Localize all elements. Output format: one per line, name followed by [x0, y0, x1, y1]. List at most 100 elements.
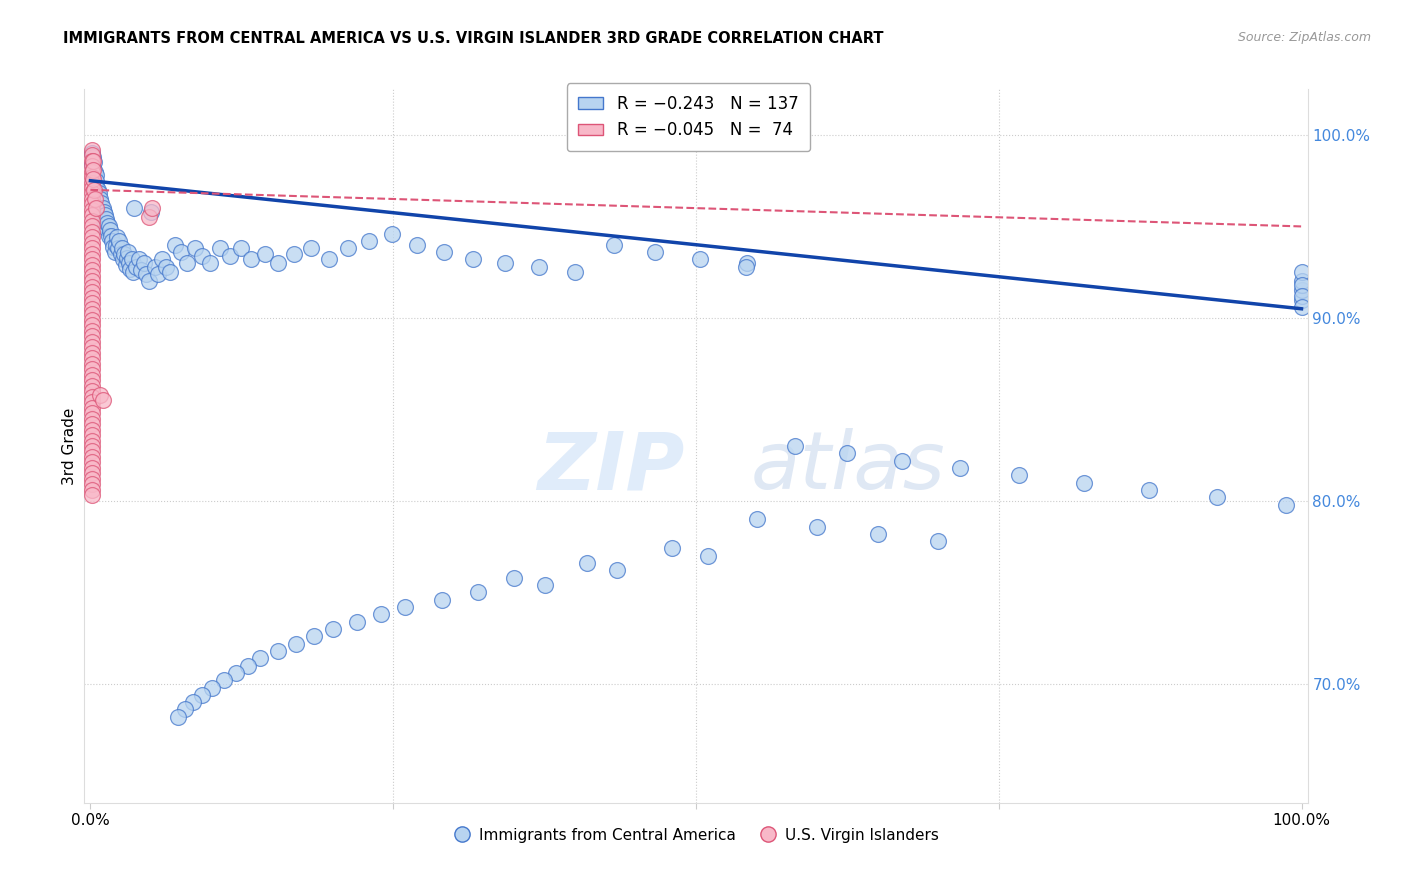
Point	[249, 651, 271, 665]
Point	[80, 444, 103, 458]
Point	[394, 600, 416, 615]
Point	[80, 318, 103, 333]
Point	[80, 390, 103, 404]
Point	[80, 164, 103, 178]
Point	[735, 256, 758, 270]
Point	[80, 146, 103, 161]
Point	[80, 186, 103, 201]
Point	[86, 179, 108, 194]
Point	[346, 615, 368, 629]
Point	[80, 268, 103, 283]
Point	[107, 241, 129, 255]
Point	[80, 461, 103, 475]
Point	[866, 526, 889, 541]
Point	[785, 439, 807, 453]
Point	[208, 241, 231, 255]
Point	[357, 234, 380, 248]
Text: ZIP: ZIP	[537, 428, 685, 507]
Point	[80, 192, 103, 206]
Point	[1291, 265, 1313, 279]
Point	[112, 252, 135, 267]
Point	[80, 285, 103, 300]
Point	[93, 204, 115, 219]
Point	[80, 258, 103, 272]
Point	[108, 234, 131, 248]
Point	[80, 467, 103, 481]
Point	[82, 150, 104, 164]
Point	[91, 211, 114, 225]
Legend: Immigrants from Central America, U.S. Virgin Islanders: Immigrants from Central America, U.S. Vi…	[447, 822, 945, 848]
Point	[80, 406, 103, 420]
Point	[173, 702, 195, 716]
Point	[80, 439, 103, 453]
Point	[253, 247, 276, 261]
Point	[381, 227, 404, 241]
Point	[86, 201, 108, 215]
Point	[433, 245, 456, 260]
Point	[122, 201, 145, 215]
Point	[927, 534, 949, 549]
Point	[82, 172, 104, 186]
Point	[267, 644, 290, 658]
Point	[94, 209, 117, 223]
Point	[93, 214, 115, 228]
Point	[101, 234, 124, 248]
Point	[80, 428, 103, 442]
Point	[155, 260, 177, 274]
Point	[285, 637, 308, 651]
Y-axis label: 3rd Grade: 3rd Grade	[62, 408, 77, 484]
Point	[318, 252, 340, 267]
Point	[80, 395, 103, 409]
Point	[83, 166, 105, 180]
Point	[745, 512, 768, 526]
Point	[138, 211, 160, 225]
Point	[143, 260, 166, 274]
Point	[80, 181, 103, 195]
Point	[80, 351, 103, 366]
Point	[83, 174, 105, 188]
Point	[94, 218, 117, 232]
Point	[463, 252, 485, 267]
Point	[606, 563, 628, 577]
Point	[80, 235, 103, 250]
Point	[104, 245, 127, 260]
Text: Source: ZipAtlas.com: Source: ZipAtlas.com	[1237, 31, 1371, 45]
Point	[87, 186, 110, 201]
Point	[80, 219, 103, 234]
Point	[80, 362, 103, 376]
Point	[80, 483, 103, 497]
Point	[1291, 277, 1313, 292]
Point	[80, 157, 103, 171]
Point	[97, 219, 120, 234]
Point	[80, 296, 103, 310]
Point	[129, 263, 152, 277]
Point	[1291, 289, 1313, 303]
Point	[80, 202, 103, 217]
Point	[1291, 274, 1313, 288]
Point	[890, 453, 912, 467]
Point	[80, 345, 103, 359]
Point	[1291, 293, 1313, 307]
Point	[304, 629, 326, 643]
Point	[80, 247, 103, 261]
Point	[86, 168, 108, 182]
Point	[150, 252, 173, 267]
Point	[80, 312, 103, 326]
Point	[84, 192, 107, 206]
Text: atlas: atlas	[751, 428, 946, 507]
Point	[503, 571, 526, 585]
Point	[533, 578, 555, 592]
Point	[80, 280, 103, 294]
Point	[86, 174, 108, 188]
Point	[159, 265, 181, 279]
Point	[80, 214, 103, 228]
Point	[96, 216, 118, 230]
Point	[170, 245, 193, 260]
Point	[191, 249, 214, 263]
Point	[84, 176, 107, 190]
Point	[80, 176, 103, 190]
Point	[82, 162, 104, 177]
Point	[283, 247, 305, 261]
Point	[100, 228, 122, 243]
Point	[80, 488, 103, 502]
